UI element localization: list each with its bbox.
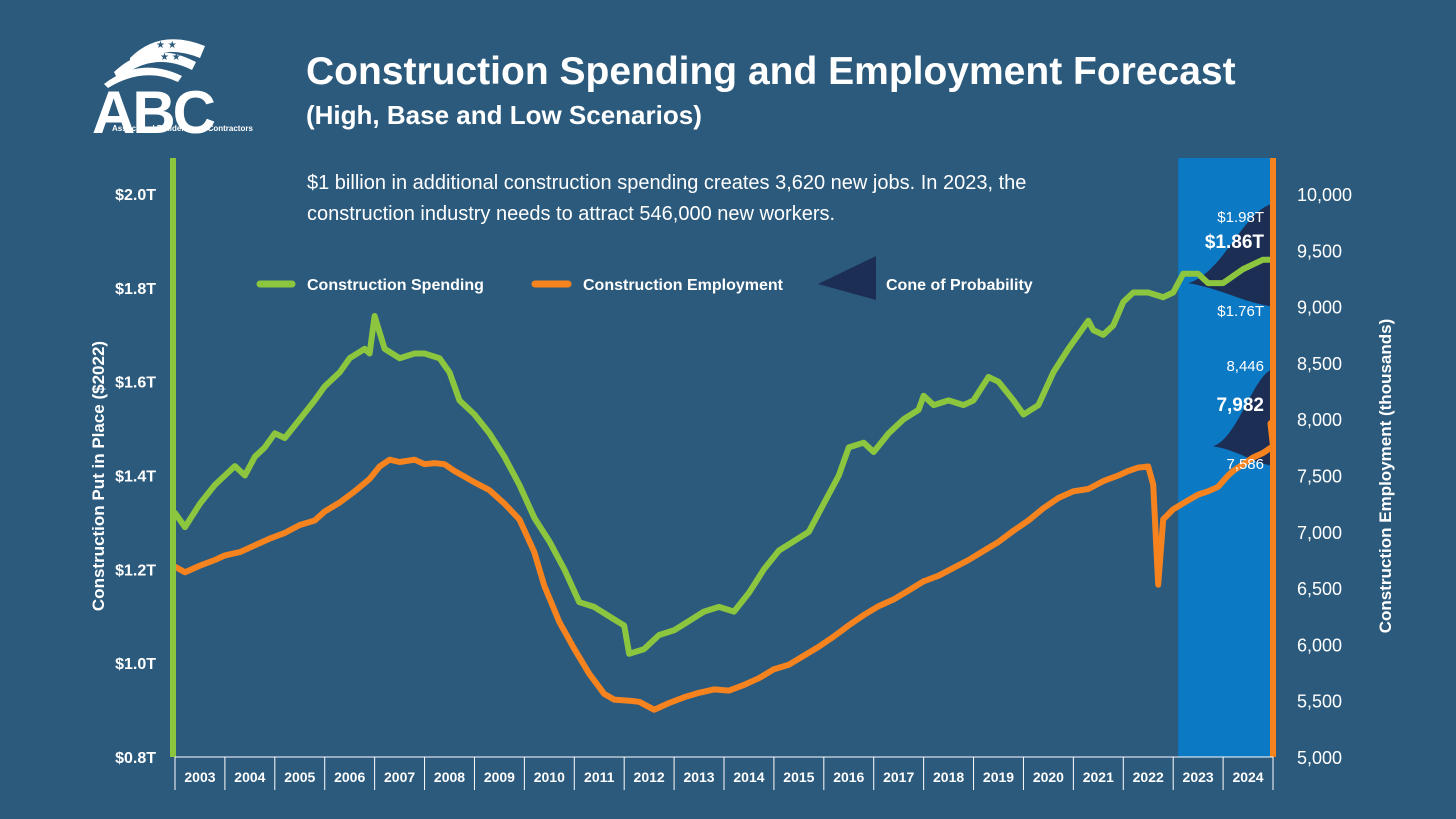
spending-high-label: $1.98T (1217, 209, 1264, 226)
chart-note: $1 billion in additional construction sp… (307, 172, 1027, 225)
svg-text:★ ★: ★ ★ (156, 40, 177, 51)
x-tick-label: 2024 (1232, 769, 1263, 785)
logo-wordmark: ABC (92, 79, 216, 146)
y-right-tick-label: 8,000 (1297, 410, 1342, 430)
y-left-tick-label: $1.0T (115, 656, 156, 673)
employment-base-label: 7,982 (1216, 395, 1264, 416)
chart-title: Construction Spending and Employment For… (306, 50, 1236, 93)
x-tick-label: 2020 (1033, 769, 1064, 785)
flag-icon: ★ ★ ★ ★ (104, 39, 205, 88)
x-tick-label: 2003 (184, 769, 215, 785)
x-tick-label: 2023 (1183, 769, 1214, 785)
x-tick-label: 2004 (234, 769, 265, 785)
spending-low-label: $1.76T (1217, 303, 1264, 320)
y-right-tick-label: 10,000 (1297, 185, 1352, 205)
x-tick-label: 2021 (1083, 769, 1114, 785)
y-left-tick-label: $1.6T (115, 375, 156, 392)
employment-series-line (172, 418, 1276, 713)
employment-low-label: 7,586 (1226, 456, 1264, 473)
logo-subtext: Associated Builders and Contractors (112, 124, 253, 133)
x-tick-label: 2009 (484, 769, 515, 785)
legend-label-employment: Construction Employment (583, 277, 784, 294)
x-tick-label: 2007 (384, 769, 415, 785)
y-left-tick-label: $1.4T (115, 469, 156, 486)
employment-high-label: 8,446 (1226, 358, 1264, 375)
right-axis-bar (1270, 158, 1276, 757)
y-right-tick-label: 9,500 (1297, 241, 1342, 261)
legend-swatch-cone (818, 256, 876, 300)
y-left-tick-label: $1.8T (115, 281, 156, 298)
y-right-tick-label: 7,000 (1297, 523, 1342, 543)
abc-logo: ★ ★ ★ ★ ABC Associated Builders and Cont… (92, 28, 282, 146)
y-left-axis-label: Construction Put in Place ($2022) (89, 341, 108, 611)
spending-base-label: $1.86T (1205, 232, 1265, 253)
y-left-tick-label: $0.8T (115, 750, 156, 767)
x-tick-label: 2008 (434, 769, 465, 785)
y-right-tick-label: 5,500 (1297, 692, 1342, 712)
x-tick-label: 2019 (983, 769, 1014, 785)
x-tick-label: 2016 (833, 769, 864, 785)
chart-subtitle: (High, Base and Low Scenarios) (306, 100, 702, 130)
y-right-tick-label: 7,500 (1297, 467, 1342, 487)
y-right-tick-label: 6,000 (1297, 635, 1342, 655)
legend-label-spending: Construction Spending (307, 277, 484, 294)
x-tick-label: 2006 (334, 769, 365, 785)
x-tick-label: 2011 (584, 769, 615, 785)
x-tick-label: 2018 (933, 769, 964, 785)
x-tick-label: 2012 (634, 769, 665, 785)
x-tick-label: 2014 (733, 769, 764, 785)
employment-cone (1213, 368, 1273, 466)
svg-text:★ ★: ★ ★ (160, 52, 181, 63)
y-right-tick-label: 9,000 (1297, 298, 1342, 318)
x-tick-label: 2022 (1133, 769, 1164, 785)
spending-series-line (172, 256, 1276, 657)
y-right-tick-label: 8,500 (1297, 354, 1342, 374)
y-right-tick-label: 6,500 (1297, 579, 1342, 599)
x-tick-label: 2015 (783, 769, 814, 785)
y-right-axis-label: Construction Employment (thousands) (1376, 319, 1395, 634)
left-axis-bar (170, 158, 176, 757)
x-tick-label: 2013 (683, 769, 714, 785)
y-left-tick-label: $2.0T (115, 187, 156, 204)
x-tick-label: 2010 (534, 769, 565, 785)
x-tick-label: 2017 (883, 769, 914, 785)
legend-label-cone: Cone of Probability (886, 277, 1033, 294)
y-right-tick-label: 5,000 (1297, 748, 1342, 768)
y-left-tick-label: $1.2T (115, 562, 156, 579)
x-tick-label: 2005 (284, 769, 315, 785)
